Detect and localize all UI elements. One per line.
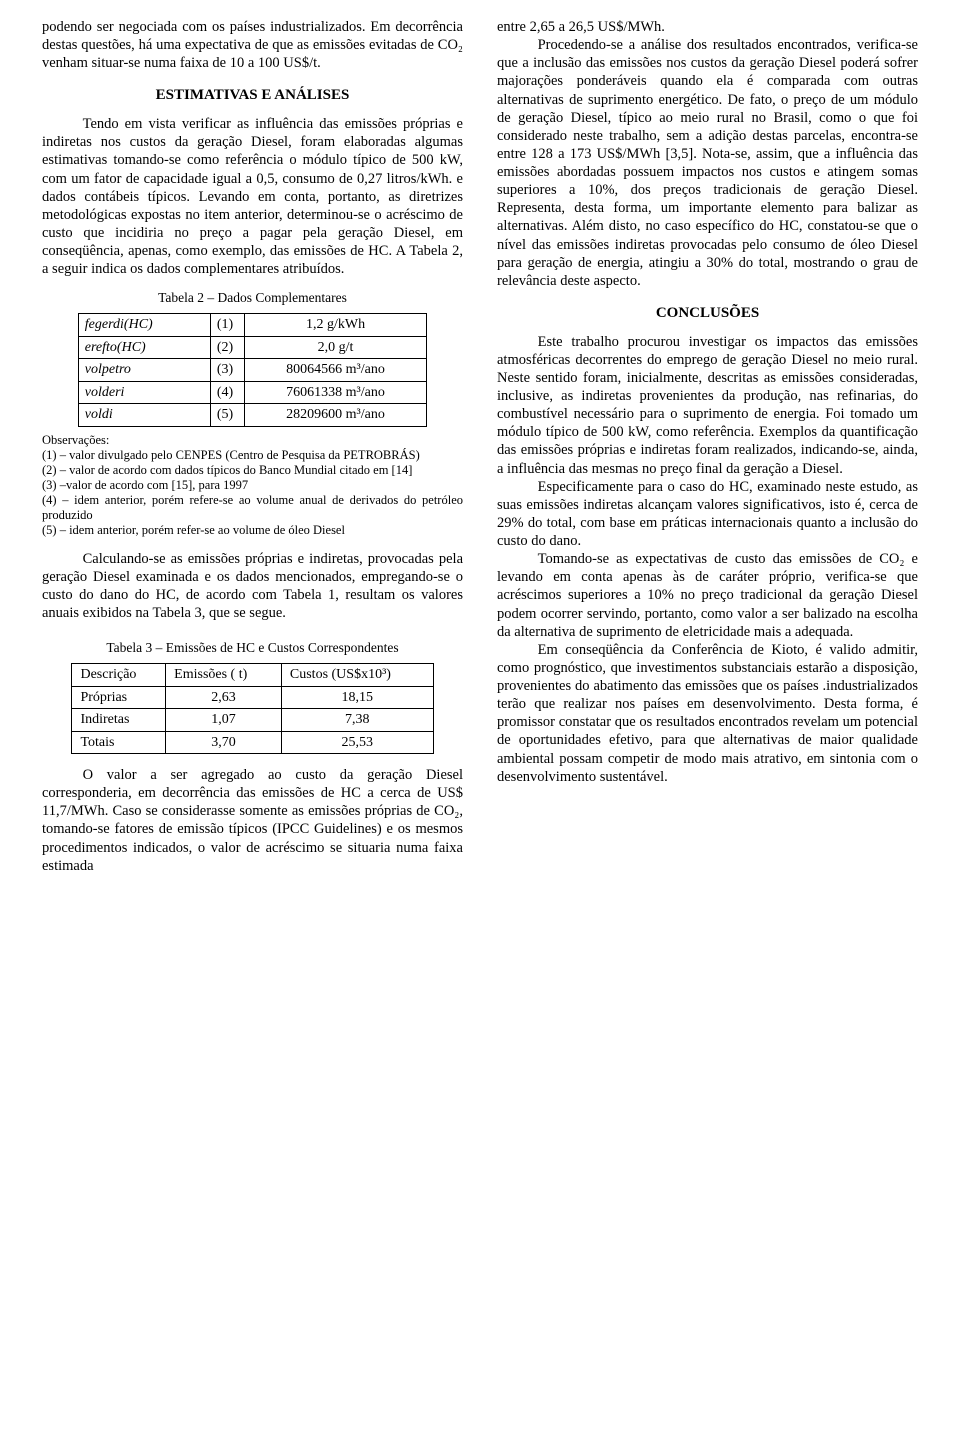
t2-sym: fegerdi(HC): [78, 314, 210, 337]
table-row: volpetro (3) 80064566 m³/ano: [78, 359, 426, 382]
t3-cell: 25,53: [281, 731, 433, 754]
table-row: Totais 3,70 25,53: [72, 731, 433, 754]
obs-line: (3) –valor de acordo com [15], para 1997: [42, 478, 463, 493]
t2-val: 1,2 g/kWh: [244, 314, 426, 337]
table-row: Próprias 2,63 18,15: [72, 686, 433, 709]
t2-val: 2,0 g/t: [244, 336, 426, 359]
t2-val: 80064566 m³/ano: [244, 359, 426, 382]
table-header-row: Descrição Emissões ( t) Custos (US$x10³): [72, 664, 433, 687]
t3-cell: Indiretas: [72, 709, 166, 732]
body-paragraph: Este trabalho procurou investigar os imp…: [497, 333, 918, 478]
t3-head: Custos (US$x10³): [281, 664, 433, 687]
t3-cell: Totais: [72, 731, 166, 754]
obs-line: (5) – idem anterior, porém refer-se ao v…: [42, 523, 463, 538]
t2-sym: volderi: [78, 381, 210, 404]
t3-head: Emissões ( t): [166, 664, 282, 687]
table2-dados-complementares: fegerdi(HC) (1) 1,2 g/kWh erefto(HC) (2)…: [78, 313, 427, 427]
body-paragraph: Especificamente para o caso do HC, exami…: [497, 478, 918, 551]
t2-val: 76061338 m³/ano: [244, 381, 426, 404]
body-paragraph: Tomando-se as expectativas de custo das …: [497, 550, 918, 641]
t2-sym: voldi: [78, 404, 210, 427]
table-row: volderi (4) 76061338 m³/ano: [78, 381, 426, 404]
table-row: voldi (5) 28209600 m³/ano: [78, 404, 426, 427]
t3-cell: 18,15: [281, 686, 433, 709]
t3-cell: 2,63: [166, 686, 282, 709]
obs-line: (4) – idem anterior, porém refere-se ao …: [42, 493, 463, 523]
table3-emissoes-custos: Descrição Emissões ( t) Custos (US$x10³)…: [71, 663, 433, 754]
body-paragraph: Tendo em vista verificar as influência d…: [42, 115, 463, 278]
t2-sym: erefto(HC): [78, 336, 210, 359]
table3-caption: Tabela 3 – Emissões de HC e Custos Corre…: [42, 640, 463, 657]
t3-cell: 3,70: [166, 731, 282, 754]
obs-line: (1) – valor divulgado pelo CENPES (Centr…: [42, 448, 463, 463]
body-paragraph: O valor a ser agregado ao custo da geraç…: [42, 766, 463, 875]
body-paragraph: Calculando-se as emissões próprias e ind…: [42, 550, 463, 623]
t2-paren: (3): [210, 359, 244, 382]
body-paragraph: podendo ser negociada com os países indu…: [42, 18, 463, 72]
table2-caption: Tabela 2 – Dados Complementares: [42, 290, 463, 307]
t3-cell: 7,38: [281, 709, 433, 732]
t2-paren: (4): [210, 381, 244, 404]
t2-paren: (5): [210, 404, 244, 427]
body-paragraph: Em conseqüência da Conferência de Kioto,…: [497, 641, 918, 786]
two-column-layout: podendo ser negociada com os países indu…: [42, 18, 918, 1426]
t3-head: Descrição: [72, 664, 166, 687]
table-row: fegerdi(HC) (1) 1,2 g/kWh: [78, 314, 426, 337]
body-paragraph: entre 2,65 a 26,5 US$/MWh.: [497, 18, 918, 36]
t3-cell: 1,07: [166, 709, 282, 732]
section-heading-conclusoes: CONCLUSÕES: [497, 304, 918, 323]
body-paragraph: Procedendo-se a análise dos resultados e…: [497, 36, 918, 290]
t2-paren: (1): [210, 314, 244, 337]
table-row: erefto(HC) (2) 2,0 g/t: [78, 336, 426, 359]
table-row: Indiretas 1,07 7,38: [72, 709, 433, 732]
t2-val: 28209600 m³/ano: [244, 404, 426, 427]
obs-head: Observações:: [42, 433, 463, 448]
section-heading-estimativas: ESTIMATIVAS E ANÁLISES: [42, 86, 463, 105]
obs-line: (2) – valor de acordo com dados típicos …: [42, 463, 463, 478]
t2-paren: (2): [210, 336, 244, 359]
t3-cell: Próprias: [72, 686, 166, 709]
table2-observations: Observações: (1) – valor divulgado pelo …: [42, 433, 463, 538]
t2-sym: volpetro: [78, 359, 210, 382]
